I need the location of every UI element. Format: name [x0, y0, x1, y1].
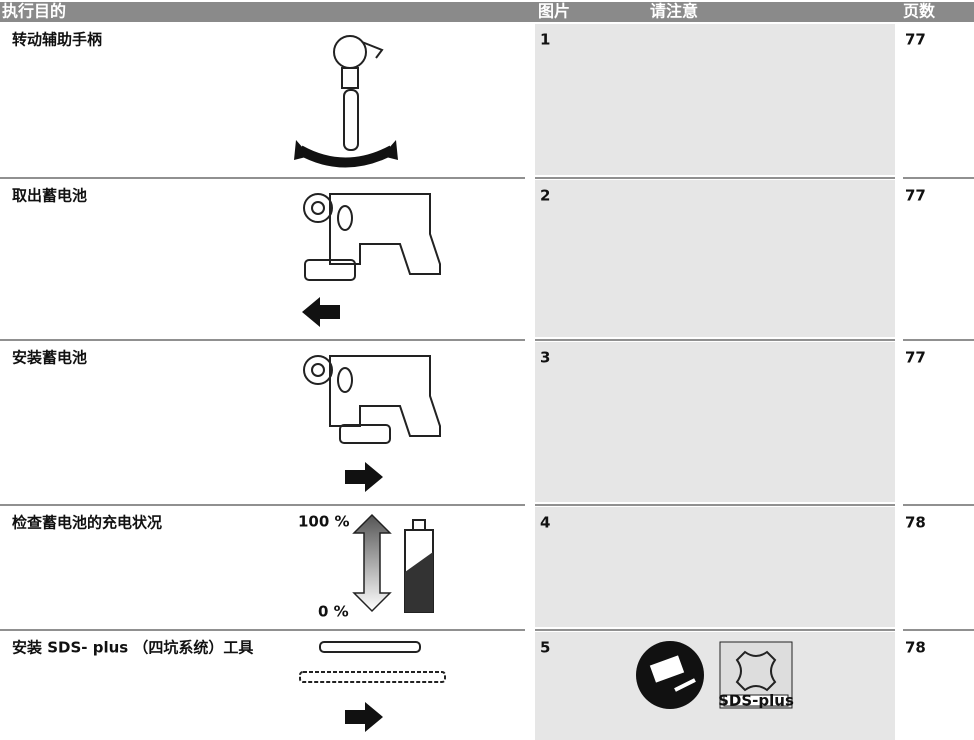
- page-number: 77: [905, 31, 926, 49]
- header-cell: 请注意: [650, 2, 698, 21]
- purpose: 取出蓄电池: [12, 187, 87, 205]
- figure-number: 2: [540, 187, 550, 205]
- charge-label: 0 %: [318, 603, 349, 621]
- note-panel: [535, 632, 895, 740]
- figure-number: 4: [540, 514, 550, 532]
- purpose: 安装蓄电池: [12, 349, 87, 367]
- figure-insert-battery: [303, 355, 441, 492]
- page-number: 78: [905, 639, 926, 657]
- figure-sds: SDS-plus: [299, 641, 794, 732]
- figure-charge: 100 % 0 %: [298, 513, 434, 621]
- header-bar: [0, 2, 974, 22]
- note-panel: [535, 342, 895, 502]
- note-panel: [535, 507, 895, 627]
- figure-number: 5: [540, 639, 550, 657]
- figure-number: 3: [540, 349, 550, 367]
- figure-number: 1: [540, 31, 550, 49]
- header-cell: 执行目的: [2, 2, 66, 21]
- purpose: 安装 SDS- plus （四坑系统）工具: [12, 639, 253, 657]
- page-number: 77: [905, 187, 926, 205]
- note-panel: [535, 180, 895, 337]
- note-panel: [535, 24, 895, 175]
- purpose: 检查蓄电池的充电状况: [12, 514, 162, 532]
- charge-label: 100 %: [298, 513, 350, 531]
- page-number: 78: [905, 514, 926, 532]
- figure-remove-battery: [302, 193, 441, 327]
- page-number: 77: [905, 349, 926, 367]
- figure-handle: [294, 35, 398, 168]
- header-cell: 页数: [903, 2, 936, 21]
- header-cell: 图片: [538, 2, 570, 21]
- sds-label: SDS-plus: [718, 692, 794, 710]
- purpose: 转动辅助手柄: [12, 31, 102, 49]
